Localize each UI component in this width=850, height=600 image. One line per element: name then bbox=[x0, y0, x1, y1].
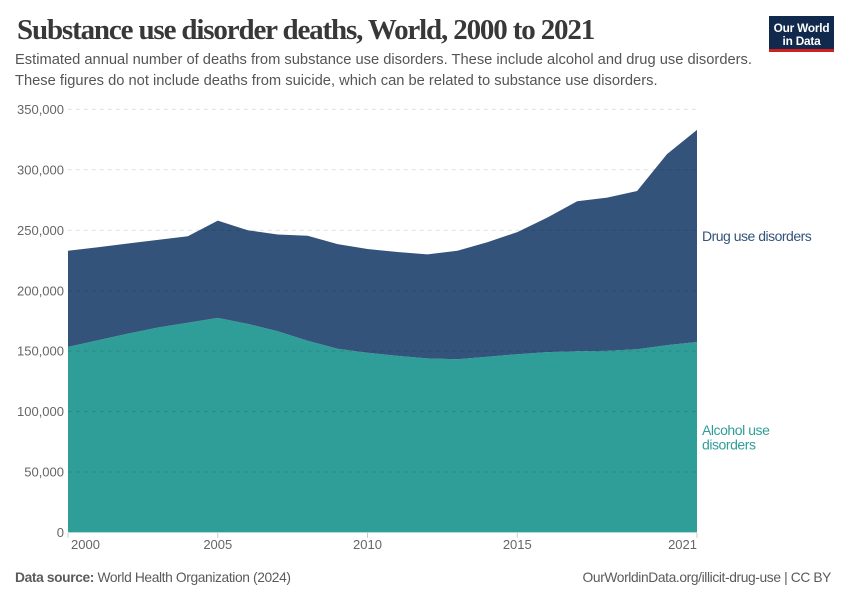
svg-text:2005: 2005 bbox=[203, 537, 232, 552]
svg-text:2010: 2010 bbox=[353, 537, 382, 552]
svg-text:2021: 2021 bbox=[668, 537, 697, 552]
svg-text:200,000: 200,000 bbox=[17, 283, 64, 298]
svg-text:150,000: 150,000 bbox=[17, 344, 64, 359]
svg-text:Drug use disorders: Drug use disorders bbox=[702, 228, 812, 244]
svg-text:Alcohol use: Alcohol use bbox=[702, 422, 770, 438]
svg-text:2000: 2000 bbox=[71, 537, 100, 552]
svg-text:2015: 2015 bbox=[503, 537, 532, 552]
svg-text:350,000: 350,000 bbox=[17, 102, 64, 117]
svg-text:300,000: 300,000 bbox=[17, 162, 64, 177]
svg-text:50,000: 50,000 bbox=[24, 465, 64, 480]
svg-text:100,000: 100,000 bbox=[17, 404, 64, 419]
svg-text:0: 0 bbox=[57, 525, 64, 540]
svg-text:disorders: disorders bbox=[702, 436, 756, 452]
svg-text:250,000: 250,000 bbox=[17, 223, 64, 238]
